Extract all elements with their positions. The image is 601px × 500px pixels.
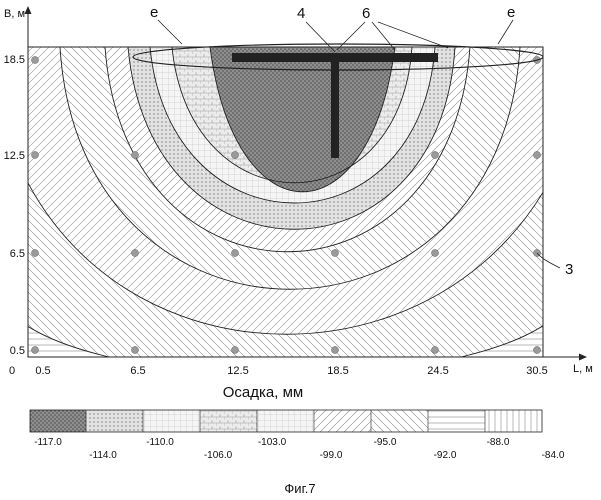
legend-level: -103.0	[258, 437, 287, 448]
x-axis-label: L, м	[573, 363, 593, 375]
callout-points: 3	[565, 261, 573, 278]
y-axis-label: B, м	[4, 8, 25, 20]
legend-swatch	[30, 410, 86, 432]
x-tick-label: 12.5	[227, 365, 248, 377]
y-tick-label: 12.5	[4, 150, 25, 162]
legend-level: -117.0	[34, 437, 62, 448]
x-tick-label: 6.5	[130, 365, 145, 377]
legend-level: -99.0	[320, 450, 343, 461]
x-tick-label: 30.5	[526, 365, 547, 377]
y-tick-label: 6.5	[10, 248, 25, 260]
legend-swatch	[314, 410, 371, 432]
pile	[331, 58, 339, 158]
x-tick-label: 0.5	[35, 365, 50, 377]
callout-piles: 6	[362, 5, 370, 22]
x-tick-label: 18.5	[327, 365, 348, 377]
legend-swatch	[371, 410, 428, 432]
legend-level: -84.0	[542, 450, 565, 461]
x-tick-labels: 0.5 6.5 12.5 18.5 24.5 30.5	[35, 365, 547, 377]
callout-e-left: e	[150, 4, 158, 21]
figure-caption: Фиг.7	[284, 481, 315, 496]
contour-plot	[0, 47, 590, 375]
callout-beam: 4	[297, 5, 305, 22]
legend-swatch	[86, 410, 143, 432]
callout-e-right: e	[507, 4, 515, 21]
legend-level: -114.0	[89, 450, 117, 461]
legend-level: -92.0	[434, 450, 457, 461]
legend-level: -95.0	[374, 437, 397, 448]
x-tick-label: 24.5	[427, 365, 448, 377]
legend: -117.0 -114.0 -110.0 -106.0 -103.0 -99.0…	[30, 410, 565, 461]
legend-swatch	[485, 410, 542, 432]
origin-label: 0	[9, 365, 15, 377]
legend-swatch	[428, 410, 485, 432]
legend-level: -88.0	[487, 437, 510, 448]
y-tick-labels: 18.5 12.5 6.5 0.5	[4, 54, 25, 357]
y-tick-label: 0.5	[10, 345, 25, 357]
legend-level: -106.0	[204, 450, 233, 461]
settlement-title: Осадка, мм	[223, 384, 303, 401]
legend-level: -110.0	[146, 437, 174, 448]
legend-swatch	[143, 410, 200, 432]
legend-swatch	[200, 410, 257, 432]
y-tick-label: 18.5	[4, 54, 25, 66]
legend-swatch	[257, 410, 314, 432]
